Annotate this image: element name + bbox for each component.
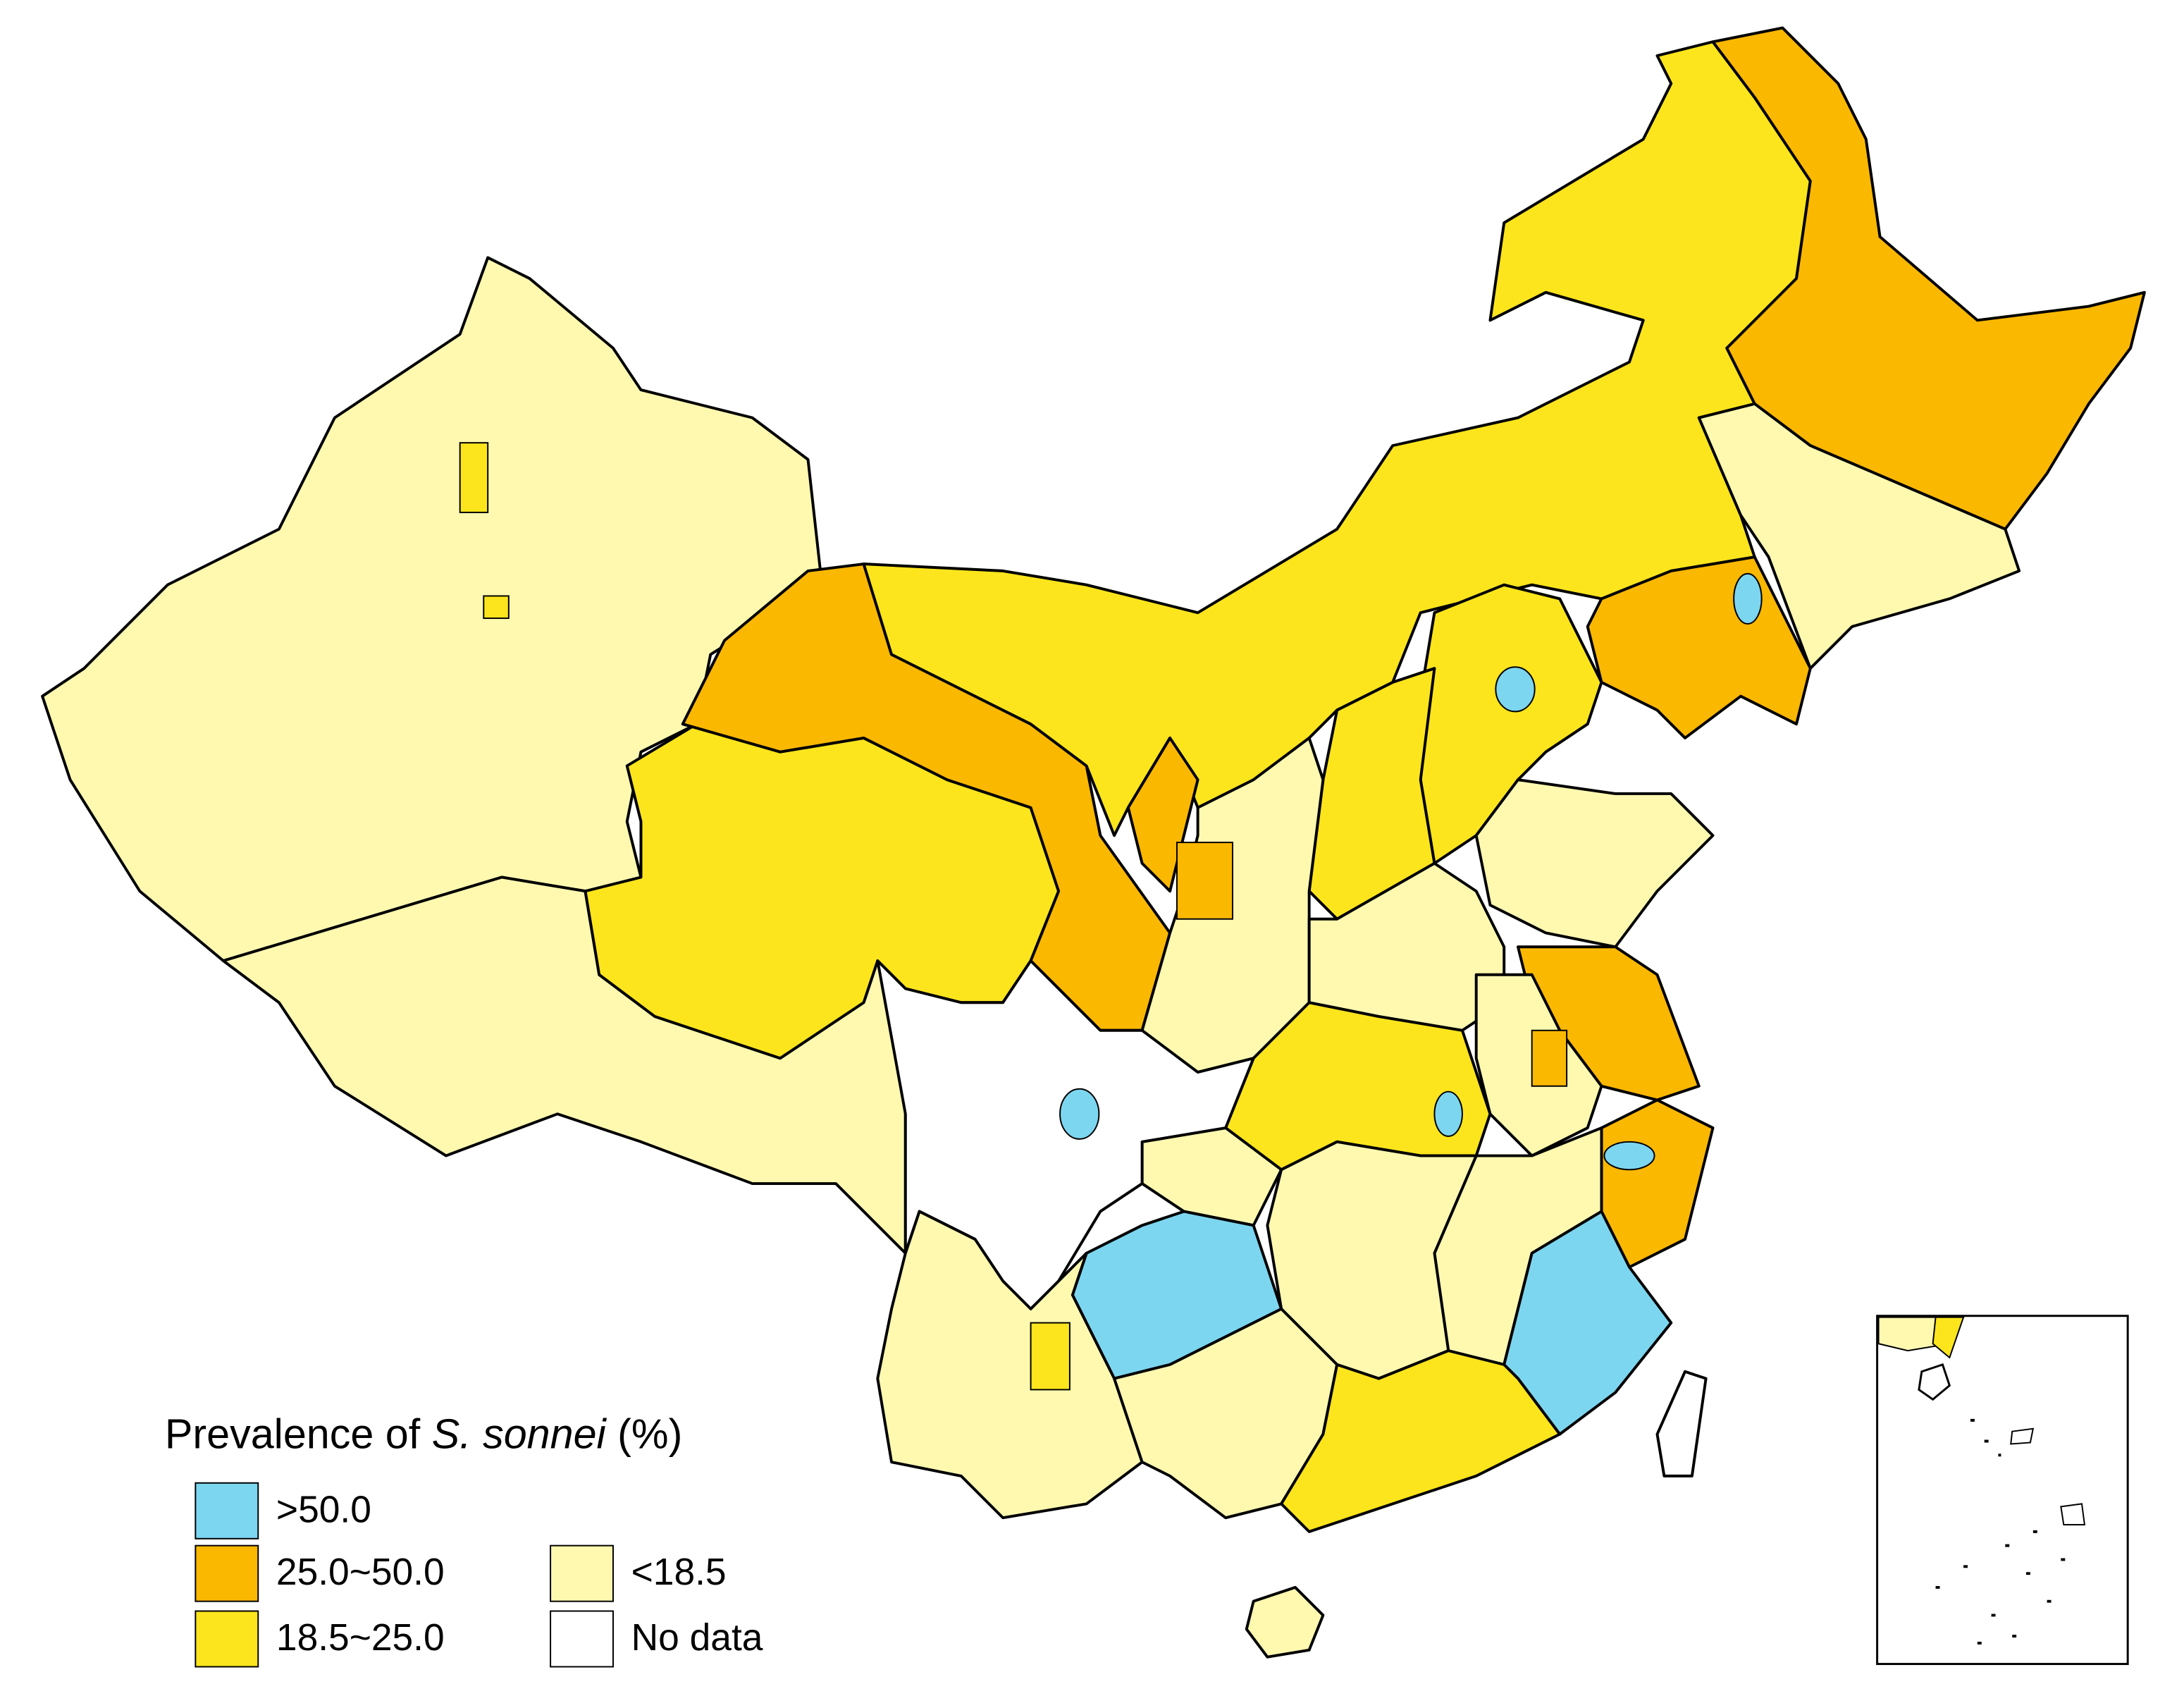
region — [1495, 666, 1536, 713]
legend-label: >50.0 — [276, 1489, 371, 1530]
islets — [1935, 1418, 2066, 1645]
legend-label: 18.5~25.0 — [276, 1617, 445, 1659]
legend-swatch — [550, 1544, 614, 1602]
region — [483, 595, 510, 620]
region — [1433, 1090, 1463, 1137]
inset-frame — [1876, 1315, 2129, 1666]
region — [1603, 1141, 1655, 1171]
region — [1030, 1322, 1071, 1391]
province — [1711, 26, 2146, 531]
province — [1126, 736, 1199, 893]
region — [1176, 842, 1233, 920]
island — [1918, 1363, 1951, 1401]
legend-swatch — [550, 1610, 614, 1668]
legend: Prevalence of S. sonnei (%) >50.0 25.0~50… — [165, 1410, 763, 1668]
province — [1280, 1349, 1562, 1533]
region — [1059, 1088, 1100, 1140]
legend-title-text: Prevalence of — [165, 1410, 432, 1457]
province — [1697, 402, 2021, 670]
legend-swatch — [195, 1544, 259, 1602]
region — [1733, 572, 1763, 625]
region — [1932, 1316, 1965, 1359]
legend-label: 25.0~50.0 — [276, 1551, 445, 1593]
legend-swatch — [195, 1482, 259, 1540]
legend-label: <18.5 — [631, 1551, 727, 1593]
region — [459, 442, 489, 513]
legend-label: No data — [631, 1617, 763, 1659]
island — [2010, 1427, 2035, 1445]
provinces — [41, 26, 2146, 1659]
province — [1245, 1585, 1325, 1659]
island — [2060, 1503, 2086, 1526]
legend-title: Prevalence of S. sonnei (%) — [165, 1410, 682, 1457]
legend-swatch — [195, 1610, 259, 1668]
legend-title-unit: (%) — [606, 1410, 683, 1457]
legend-title-species: S. sonnei — [432, 1410, 607, 1457]
province — [1474, 778, 1715, 949]
inset — [1876, 1315, 2129, 1666]
province — [1655, 1370, 1708, 1477]
region — [1531, 1029, 1568, 1087]
